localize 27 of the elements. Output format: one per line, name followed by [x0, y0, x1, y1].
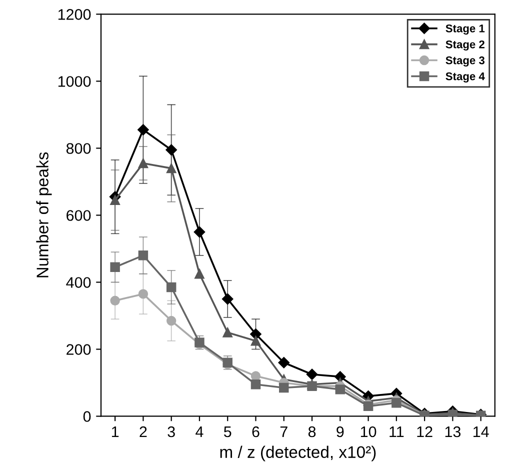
x-tick-label: 11	[390, 426, 404, 438]
x-tick-label: 7	[280, 426, 288, 438]
y-tick-label: 0	[83, 411, 91, 422]
y-tick-label: 600	[66, 210, 91, 221]
x-tick-label: 10	[360, 426, 376, 438]
x-axis-title: m / z (detected, x10²)	[220, 446, 376, 462]
x-tick-label: 13	[445, 426, 461, 438]
x-tick-label: 12	[417, 426, 432, 438]
y-axis-title: Number of peaks	[36, 152, 52, 278]
x-tick-label: 2	[140, 426, 147, 438]
x-tick-label: 14	[474, 426, 489, 438]
legend-label: Stage 1	[446, 24, 485, 35]
x-tick-label: 5	[224, 426, 232, 438]
x-tick-label: 9	[336, 426, 344, 438]
y-tick-label: 400	[66, 277, 91, 288]
legend-label: Stage 2	[446, 40, 484, 51]
x-tick-label: 8	[308, 426, 316, 438]
x-tick-label: 1	[112, 426, 119, 438]
x-tick-label: 4	[196, 426, 204, 438]
x-tick-label: 3	[168, 426, 175, 438]
legend-label: Stage 4	[446, 72, 485, 82]
legend-label: Stage 3	[446, 56, 484, 67]
y-tick-label: 800	[66, 143, 91, 154]
y-tick-label: 200	[66, 344, 91, 355]
y-tick-label: 1200	[58, 9, 91, 20]
x-tick-label: 6	[252, 426, 260, 438]
y-tick-label: 1000	[58, 76, 91, 87]
